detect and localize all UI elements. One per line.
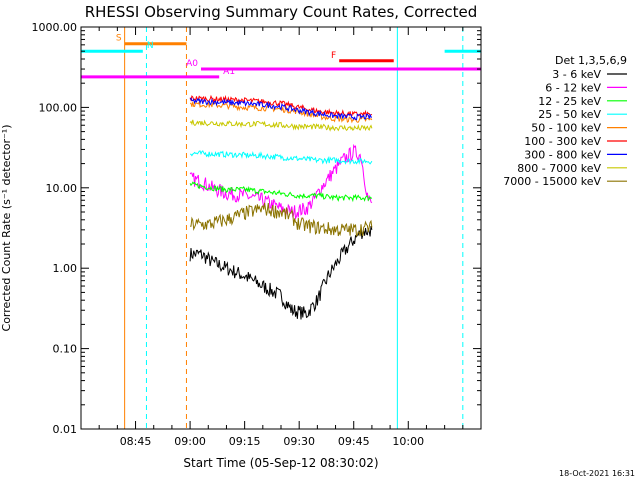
legend-entry-label-6: 100 - 300 keV xyxy=(524,135,601,148)
axis-layer: 0.01 0.10 1.00 10.00 100.00 1000.00 08:45 09:00… xyxy=(32,21,481,448)
x-axis-label: Start Time (05-Sep-12 08:30:02) xyxy=(183,456,378,470)
x-tick-label-5: 09:45 xyxy=(338,435,370,448)
x-tick-label-4: 09:30 xyxy=(283,435,315,448)
y-tick-label-2: 0.10 xyxy=(53,343,78,356)
series-layer xyxy=(189,94,373,320)
legend-entry-label-5: 50 - 100 keV xyxy=(531,122,601,135)
series-line-2 xyxy=(189,143,373,221)
series-line-4 xyxy=(189,150,373,166)
footer-date: 18-Oct-2021 16:31 xyxy=(559,469,635,478)
x-tick-label-6: 10:00 xyxy=(392,435,424,448)
y-tick-label-6: 1000.00 xyxy=(32,21,78,34)
legend-entry-label-2: 6 - 12 keV xyxy=(545,81,601,94)
series-line-9 xyxy=(190,202,373,237)
legend-title: Det 1,3,5,6,9 xyxy=(555,54,627,67)
series-line-3 xyxy=(189,181,373,203)
x-tick-label-2: 09:00 xyxy=(174,435,206,448)
legend-entry-label-4: 25 - 50 keV xyxy=(538,108,601,121)
annotation-label-a1: A1 xyxy=(223,67,235,77)
annotation-label-a0: A0 xyxy=(186,59,198,69)
legend-entry-label-1: 3 - 6 keV xyxy=(552,68,601,81)
legend-entry-label-9: 7000 - 15000 keV xyxy=(503,175,601,188)
annotation-label-f: F xyxy=(331,51,336,61)
legend-entry-label-7: 300 - 800 keV xyxy=(524,148,601,161)
legend-entry-label-3: 12 - 25 keV xyxy=(538,95,601,108)
x-tick-label-1: 08:45 xyxy=(120,435,152,448)
series-line-8 xyxy=(189,119,373,132)
y-tick-label-1: 0.01 xyxy=(53,423,78,436)
annotation-layer: S N A0 A1 F xyxy=(80,27,481,429)
y-tick-label-5: 100.00 xyxy=(39,101,78,114)
annotation-label-n: N xyxy=(147,41,154,51)
series-line-7 xyxy=(189,97,373,121)
x-tick-label-3: 09:15 xyxy=(229,435,261,448)
legend-entry-label-8: 800 - 7000 keV xyxy=(517,162,601,175)
series-line-1 xyxy=(189,225,373,320)
y-axis-label: Corrected Count Rate (s⁻¹ detector⁻¹) xyxy=(0,125,13,332)
annotation-label-s: S xyxy=(116,34,122,44)
y-tick-label-3: 1.00 xyxy=(53,262,78,275)
y-tick-label-4: 10.00 xyxy=(46,182,78,195)
chart-title: RHESSI Observing Summary Count Rates, Co… xyxy=(85,3,478,21)
